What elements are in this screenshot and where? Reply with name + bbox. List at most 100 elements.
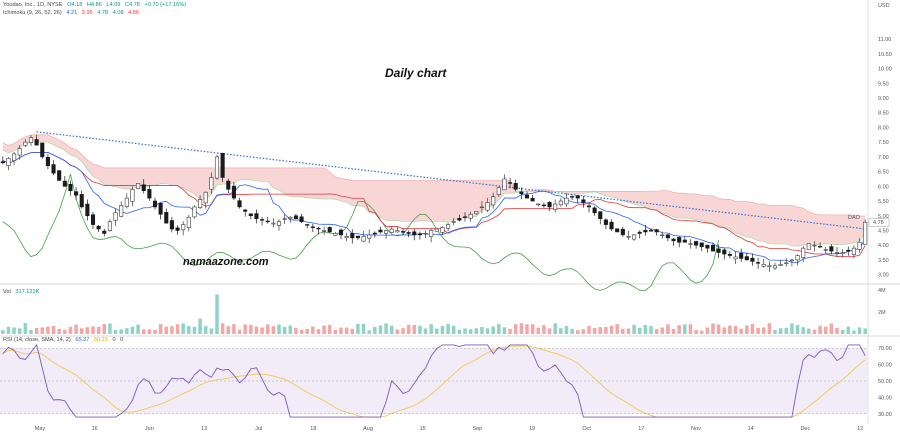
candle-body <box>519 191 524 194</box>
last-price-label: 4.78 <box>873 220 884 226</box>
price-tick-label: 7.00 <box>878 155 889 161</box>
volume-bar <box>34 328 39 334</box>
candle-body <box>305 224 310 226</box>
candle-body <box>784 262 789 265</box>
candle-body <box>818 246 823 248</box>
volume-bar <box>333 329 338 334</box>
candle-body <box>857 241 862 250</box>
volume-bar <box>429 324 433 334</box>
volume-bar <box>181 323 185 334</box>
candle-body <box>806 243 811 250</box>
volume-bar <box>395 329 400 334</box>
volume-bar <box>108 323 112 334</box>
ticker-tag: DAO <box>848 215 861 221</box>
volume-bar <box>463 328 467 334</box>
candle-body <box>592 207 597 214</box>
candle-body <box>389 228 394 233</box>
volume-bar <box>745 325 749 334</box>
candle-body <box>694 241 699 246</box>
volume-bar <box>265 324 270 334</box>
rsi-tick-label: 50.00 <box>878 379 892 385</box>
volume-bar <box>621 328 625 334</box>
volume-bar <box>480 326 484 334</box>
volume-bar <box>130 326 135 334</box>
price-tick-label: 7.50 <box>878 140 889 146</box>
candle-body <box>479 206 484 209</box>
x-tick-label: Oct <box>582 426 591 432</box>
candle-body <box>74 191 79 196</box>
volume-bar <box>23 323 28 334</box>
candle-body <box>682 239 687 243</box>
candle-body <box>632 234 637 240</box>
candle-body <box>417 233 422 236</box>
candle-body <box>175 227 180 231</box>
volume-bar <box>322 325 326 334</box>
volume-bar <box>530 324 535 334</box>
x-tick-label: Nov <box>691 426 701 432</box>
volume-bar <box>339 327 343 334</box>
candle-body <box>231 185 236 199</box>
x-tick-label: Sep <box>472 426 482 432</box>
volume-bar <box>497 324 501 334</box>
candle-body <box>829 246 834 252</box>
downtrend-line <box>36 131 867 230</box>
volume-bar <box>243 324 247 334</box>
candle-body <box>744 256 749 261</box>
candle-body <box>626 236 631 238</box>
candle-body <box>778 264 783 266</box>
volume-bar <box>271 326 276 334</box>
volume-bar <box>254 326 259 334</box>
volume-label: Vol <box>3 289 11 295</box>
rsi-tick-label: 60.00 <box>878 363 892 369</box>
volume-bar <box>327 324 332 334</box>
volume-bar <box>615 324 619 334</box>
volume-bar <box>812 329 817 334</box>
volume-bar <box>226 326 231 334</box>
candle-body <box>772 265 778 269</box>
candle-body <box>384 230 389 234</box>
volume-bar <box>852 330 856 334</box>
volume-bar <box>203 326 208 334</box>
volume-bar <box>187 326 191 334</box>
candle-body <box>491 196 496 206</box>
candle-body <box>699 242 704 247</box>
volume-bar <box>141 329 146 334</box>
volume-bar <box>299 329 304 334</box>
volume-bar <box>699 330 704 334</box>
candle-body <box>739 253 744 259</box>
candle-body <box>536 203 541 206</box>
volume-bar <box>784 327 789 334</box>
volume-bar <box>705 327 710 334</box>
volume-bar <box>587 325 591 334</box>
candle-body <box>615 228 620 233</box>
candle-body <box>237 200 242 208</box>
candle-body <box>423 233 428 235</box>
candle-body <box>260 219 265 221</box>
volume-bar <box>750 324 755 334</box>
volume-bar <box>153 329 157 334</box>
candle-body <box>570 196 575 198</box>
candle-body <box>0 161 5 164</box>
chart-title-annotation: Daily chart <box>385 66 447 80</box>
ohlc-change: +0.70 (+17.16%) <box>144 2 187 8</box>
volume-bar <box>542 325 546 334</box>
candle-body <box>710 244 716 252</box>
kijun-line <box>2 152 866 257</box>
currency-label: USD <box>878 3 890 9</box>
volume-bar <box>716 324 721 334</box>
watermark-text: namaazone.com <box>183 256 269 268</box>
candle-body <box>440 227 445 233</box>
candle-body <box>524 194 530 199</box>
candle-body <box>496 187 501 196</box>
candle-body <box>581 199 586 203</box>
volume-bar <box>367 330 371 334</box>
candle-body <box>271 222 276 225</box>
candle-body <box>90 214 96 225</box>
rsi-legend: RSI (14, close, SMA, 14, 2) 65.37 50.23 … <box>3 337 126 344</box>
candle-body <box>361 236 366 242</box>
ichimoku-label: Ichimoku (9, 26, 52, 26) <box>3 10 62 16</box>
candle-body <box>288 216 293 219</box>
volume-bar <box>361 323 366 334</box>
